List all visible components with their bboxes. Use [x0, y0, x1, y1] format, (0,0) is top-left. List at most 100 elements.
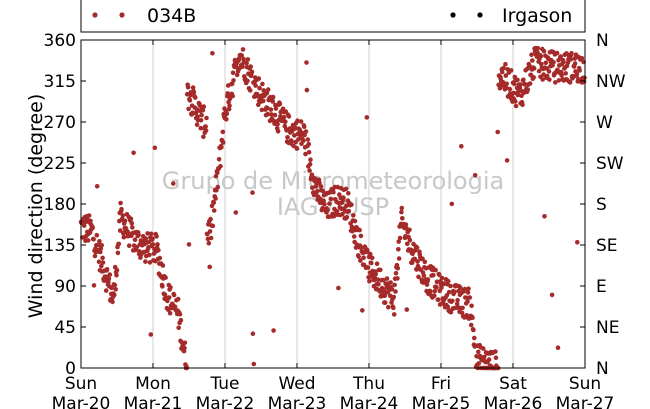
data-point-034b: [195, 114, 200, 119]
x-tick-labels: SunMar-20MonMar-21TueMar-22WedMar-23ThuM…: [52, 374, 615, 409]
data-point-034b: [216, 157, 222, 162]
data-point-034b: [540, 77, 545, 82]
data-point-034b: [265, 105, 270, 111]
data-point-034b: [432, 293, 437, 299]
data-point-034b: [107, 272, 113, 277]
data-point-034b: [334, 208, 340, 214]
data-point-034b: [277, 101, 283, 107]
data-point-034b: [497, 85, 503, 91]
data-point-034b: [481, 354, 487, 360]
data-point-034b: [504, 85, 509, 91]
x-tick-label-date: Mar-26: [484, 394, 543, 409]
data-point-034b: [118, 200, 123, 206]
data-point-034b: [220, 140, 226, 145]
y2-tick-label: SW: [596, 154, 624, 174]
data-point-034b: [176, 325, 181, 331]
data-point-034b: [114, 272, 119, 278]
data-point-034b: [561, 59, 566, 65]
data-point-034b: [245, 57, 251, 62]
data-point-034b: [303, 151, 308, 157]
data-point-034b: [112, 282, 118, 288]
data-point-034b: [367, 278, 372, 284]
data-point-034b: [155, 242, 160, 247]
data-point-034b: [421, 273, 427, 278]
data-point-034b: [416, 274, 421, 280]
data-point-034b: [415, 259, 420, 264]
legend-label-irgason: Irgason: [502, 5, 572, 27]
data-point-034b: [239, 53, 244, 58]
data-point-034b: [527, 63, 532, 69]
data-point-034b: [467, 295, 473, 300]
data-point-034b: [247, 88, 253, 93]
data-point-034b: [240, 64, 245, 69]
data-point-034b: [215, 184, 221, 190]
data-point-034b: [508, 68, 514, 73]
data-point-034b: [546, 69, 552, 74]
data-point-034b: [315, 189, 320, 194]
x-tick-label-day: Tue: [209, 374, 239, 394]
x-tick-label-day: Sat: [499, 374, 527, 394]
data-point-034b: [317, 180, 322, 186]
data-point-034b: [191, 90, 197, 95]
data-point-034b: [445, 278, 451, 284]
x-tick-label-date: Mar-23: [268, 394, 327, 409]
x-tick-label-day: Sun: [569, 374, 601, 394]
y-tick-label: 180: [44, 195, 76, 215]
data-point-034b: [168, 285, 173, 290]
data-point-034b: [270, 99, 276, 104]
data-point-034b: [493, 349, 498, 354]
data-point-034b: [504, 81, 510, 87]
data-point-034b: [304, 87, 310, 93]
data-point-034b: [556, 78, 562, 83]
data-point-034b: [186, 106, 191, 112]
data-point-034b: [208, 216, 213, 222]
data-point-034b: [341, 195, 346, 200]
data-point-034b: [270, 94, 276, 100]
data-point-034b: [199, 112, 204, 118]
data-point-034b: [468, 322, 474, 328]
data-point-034b: [304, 60, 309, 65]
data-point-034b: [395, 265, 401, 271]
data-point-034b: [150, 242, 156, 247]
data-point-034b: [117, 228, 123, 233]
data-point-034b: [373, 271, 379, 277]
data-point-034b: [349, 202, 354, 207]
data-point-034b: [208, 235, 214, 241]
y-tick-label: 90: [54, 277, 76, 297]
data-point-034b: [539, 61, 544, 67]
data-point-034b: [175, 296, 181, 302]
data-point-034b: [268, 107, 274, 112]
data-point-034b: [230, 93, 235, 99]
data-point-034b: [433, 267, 438, 273]
data-point-034b: [515, 77, 520, 83]
legend: 034B Irgason: [80, 0, 586, 33]
data-point-034b: [396, 256, 402, 261]
data-point-034b: [220, 129, 226, 135]
data-point-034b: [275, 129, 281, 134]
data-point-034b: [499, 69, 505, 75]
data-point-034b: [427, 289, 433, 294]
data-point-034b: [97, 239, 102, 244]
data-point-034b: [143, 259, 148, 264]
data-point-034b: [392, 282, 397, 288]
data-point-034b: [134, 244, 140, 250]
data-point-034b: [145, 231, 150, 236]
data-point-034b: [574, 71, 580, 77]
x-tick-label-day: Mon: [135, 374, 171, 394]
data-point-034b: [369, 260, 374, 266]
data-point-034b: [396, 239, 402, 244]
data-point-034b: [486, 357, 492, 362]
x-tick-label-date: Mar-27: [556, 394, 615, 409]
legend-marker-irgason: [450, 12, 456, 18]
data-point-034b: [525, 87, 531, 93]
data-point-034b: [553, 80, 558, 85]
data-point-034b: [558, 54, 563, 59]
data-point-034b: [90, 225, 95, 231]
data-point-034b: [346, 191, 351, 196]
data-point-034b: [91, 236, 96, 242]
data-point-034b: [210, 51, 215, 56]
data-point-034b: [567, 80, 573, 85]
data-point-034b: [422, 259, 428, 265]
data-point-034b: [265, 111, 271, 117]
data-point-034b: [395, 276, 400, 281]
